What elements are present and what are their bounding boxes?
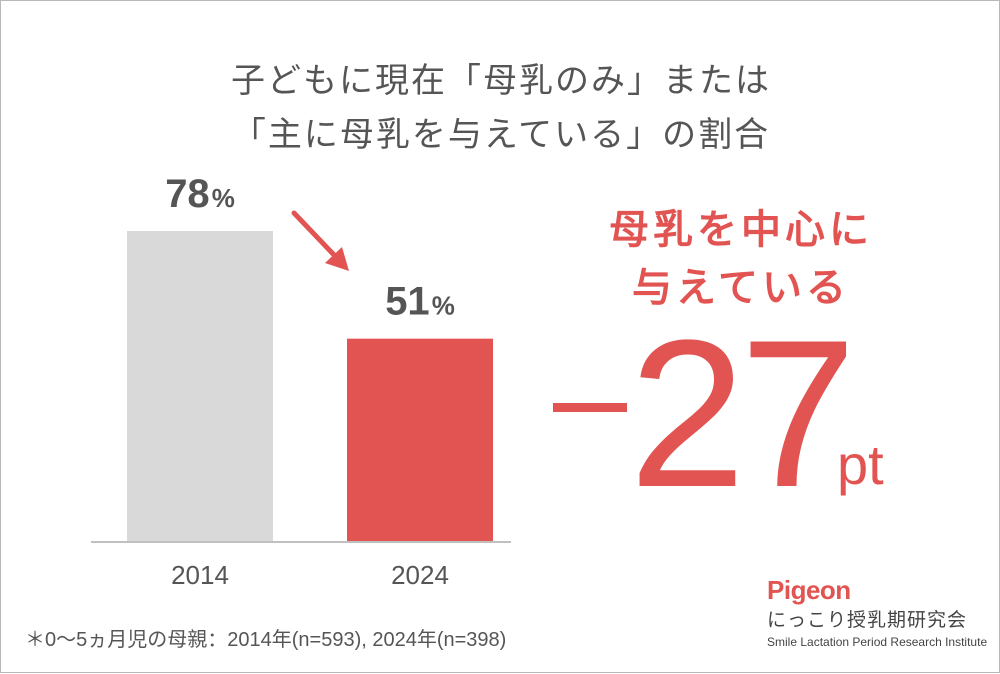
bar-2024 bbox=[347, 338, 493, 542]
institute-name-ja: にっこり授乳期研究会 bbox=[767, 609, 968, 631]
bars-layer: 78% 2014 51% 2024 bbox=[127, 172, 493, 590]
difference-unit: pt bbox=[837, 433, 884, 496]
difference-value: 27 bbox=[629, 296, 857, 531]
x-tick-label-2024: 2024 bbox=[391, 560, 449, 590]
x-tick-label-2014: 2014 bbox=[171, 560, 229, 590]
chart-title-line2: 「主に母乳を与えている」の割合 bbox=[231, 115, 771, 155]
minus-sign bbox=[553, 403, 627, 412]
value-label-2024: 51% bbox=[385, 280, 455, 324]
institute-name-en: Smile Lactation Period Research Institut… bbox=[767, 635, 988, 649]
value-label-2014: 78% bbox=[165, 172, 235, 216]
callout-line2: 与えている bbox=[632, 265, 850, 311]
pigeon-logo: Pigeon bbox=[767, 575, 851, 605]
decrease-arrow-icon bbox=[291, 210, 349, 271]
bar-2014 bbox=[127, 231, 273, 542]
footnote: ＊0〜5ヵ月児の母親：2014年(n=593), 2024年(n=398) bbox=[25, 629, 507, 651]
callout-line1: 母乳を中心に bbox=[609, 207, 873, 253]
chart-title-line1: 子どもに現在「母乳のみ」または bbox=[231, 61, 771, 101]
